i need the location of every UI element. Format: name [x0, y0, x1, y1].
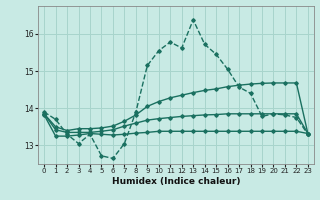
X-axis label: Humidex (Indice chaleur): Humidex (Indice chaleur) — [112, 177, 240, 186]
